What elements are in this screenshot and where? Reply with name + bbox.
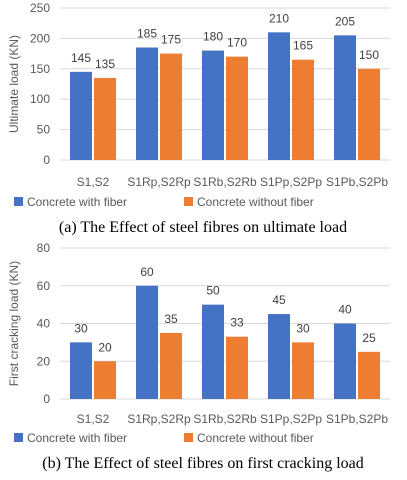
- chart2-bar-without-fiber: [160, 332, 182, 399]
- chart2-legend-entry: Concrete without fiber: [197, 431, 314, 445]
- chart1-x-tick-label: S1Pb,S2Pb: [326, 175, 388, 189]
- chart2-data-label: 40: [338, 303, 352, 317]
- chart1-data-label: 180: [203, 30, 223, 44]
- chart2-data-label: 33: [230, 316, 244, 330]
- chart2-x-tick-label: S1,S2: [77, 412, 110, 426]
- chart1-data-label: 175: [161, 33, 181, 47]
- chart1-bar-with-fiber: [70, 71, 92, 160]
- chart1-caption: (a) The Effect of steel fibres on ultima…: [59, 219, 347, 236]
- chart1-x-tick-label: S1Pp,S2Pp: [260, 175, 322, 189]
- chart1-data-label: 170: [227, 36, 247, 50]
- chart1-data-label: 150: [359, 48, 379, 62]
- chart1-data-label: 165: [293, 39, 313, 53]
- chart1-x-tick-label: S1Rp,S2Rp: [127, 175, 191, 189]
- chart2-data-label: 35: [164, 312, 178, 326]
- chart2-y-tick-label: 80: [37, 241, 51, 255]
- chart2-bar-with-fiber: [136, 285, 158, 399]
- chart1-data-label: 205: [335, 14, 355, 28]
- chart2-caption: (b) The Effect of steel fibres on first …: [42, 455, 364, 472]
- chart1-data-label: 210: [269, 11, 289, 25]
- chart1-y-tick-label: 50: [37, 123, 51, 137]
- chart2-y-tick-label: 20: [37, 354, 51, 368]
- chart1-y-tick-label: 200: [30, 31, 50, 45]
- chart2-y-axis-label: First cracking load (KN): [7, 261, 21, 386]
- chart2-data-label: 50: [206, 284, 220, 298]
- chart2-x-tick-label: S1Rb,S2Rb: [193, 412, 257, 426]
- chart2-bar-with-fiber: [70, 342, 92, 399]
- chart2-legend-swatch: [14, 433, 23, 442]
- chart1-data-label: 185: [137, 27, 157, 41]
- chart2-data-label: 25: [362, 331, 376, 345]
- chart2-bar-with-fiber: [202, 304, 224, 399]
- chart1-x-tick-label: S1Rb,S2Rb: [193, 175, 257, 189]
- chart1-y-tick-label: 100: [30, 92, 50, 106]
- chart2-data-label: 45: [272, 293, 286, 307]
- chart1-data-label: 145: [71, 51, 91, 65]
- chart1-bar-without-fiber: [226, 56, 248, 160]
- chart1-bar-without-fiber: [358, 68, 380, 160]
- chart1-legend-entry: Concrete without fiber: [197, 195, 314, 209]
- chart1-legend-swatch: [184, 197, 193, 206]
- chart2-y-tick-label: 0: [43, 392, 50, 406]
- chart1-bar-with-fiber: [268, 32, 290, 160]
- chart2-x-tick-label: S1Pp,S2Pp: [260, 412, 322, 426]
- chart2-data-label: 60: [140, 265, 154, 279]
- chart2-data-label: 30: [296, 321, 310, 335]
- chart2-y-tick-label: 40: [37, 317, 51, 331]
- chart1-bar-without-fiber: [94, 77, 116, 160]
- chart1-bar-with-fiber: [334, 35, 356, 160]
- chart1-y-axis-label: Ultimate load (KN): [7, 35, 21, 133]
- chart2-bar-without-fiber: [94, 361, 116, 399]
- chart2-data-label: 30: [74, 321, 88, 335]
- chart1-bar-with-fiber: [202, 50, 224, 161]
- chart2-bar-without-fiber: [226, 336, 248, 399]
- chart1-bar-with-fiber: [136, 47, 158, 160]
- chart1-y-tick-label: 150: [30, 62, 50, 76]
- chart1-bar-without-fiber: [292, 59, 314, 160]
- chart2-x-tick-label: S1Rp,S2Rp: [127, 412, 191, 426]
- chart2-bar-without-fiber: [358, 351, 380, 399]
- chart1-y-tick-label: 250: [30, 1, 50, 15]
- chart2-bar-with-fiber: [334, 323, 356, 399]
- chart1-bar-without-fiber: [160, 53, 182, 160]
- chart2-data-label: 20: [98, 340, 112, 354]
- chart2-bar-with-fiber: [268, 314, 290, 399]
- chart2-x-tick-label: S1Pb,S2Pb: [326, 412, 388, 426]
- chart1-legend-entry: Concrete with fiber: [27, 195, 127, 209]
- chart1-y-tick-label: 0: [43, 153, 50, 167]
- chart2-bar-without-fiber: [292, 342, 314, 399]
- chart2-legend-entry: Concrete with fiber: [27, 431, 127, 445]
- chart1-data-label: 135: [95, 57, 115, 71]
- chart1-x-tick-label: S1,S2: [77, 175, 110, 189]
- chart1-legend-swatch: [14, 197, 23, 206]
- chart2-y-tick-label: 60: [37, 279, 51, 293]
- chart2-legend-swatch: [184, 433, 193, 442]
